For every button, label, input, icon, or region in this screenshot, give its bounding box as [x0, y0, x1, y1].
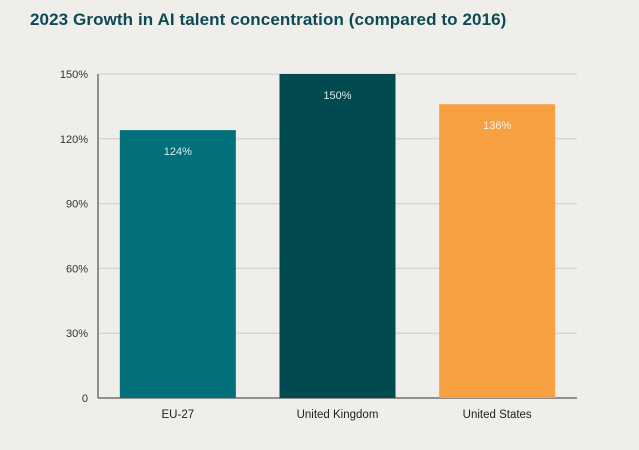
bar — [119, 130, 236, 398]
y-tick-label: 30% — [66, 328, 88, 340]
data-label: 150% — [323, 90, 351, 102]
y-tick-label: 150% — [60, 69, 88, 81]
data-label: 136% — [483, 120, 511, 132]
bar — [279, 74, 396, 398]
data-label: 124% — [164, 146, 192, 158]
chart-title: 2023 Growth in AI talent concentration (… — [30, 10, 507, 29]
y-tick-label: 120% — [60, 134, 88, 146]
y-tick-label: 90% — [66, 199, 88, 211]
bar — [439, 104, 556, 399]
x-tick-label: United Kingdom — [297, 409, 379, 421]
x-tick-label: United States — [463, 409, 532, 421]
y-tick-label: 60% — [66, 263, 88, 275]
y-tick-label: 0 — [82, 393, 88, 405]
x-tick-label: EU-27 — [162, 409, 195, 421]
